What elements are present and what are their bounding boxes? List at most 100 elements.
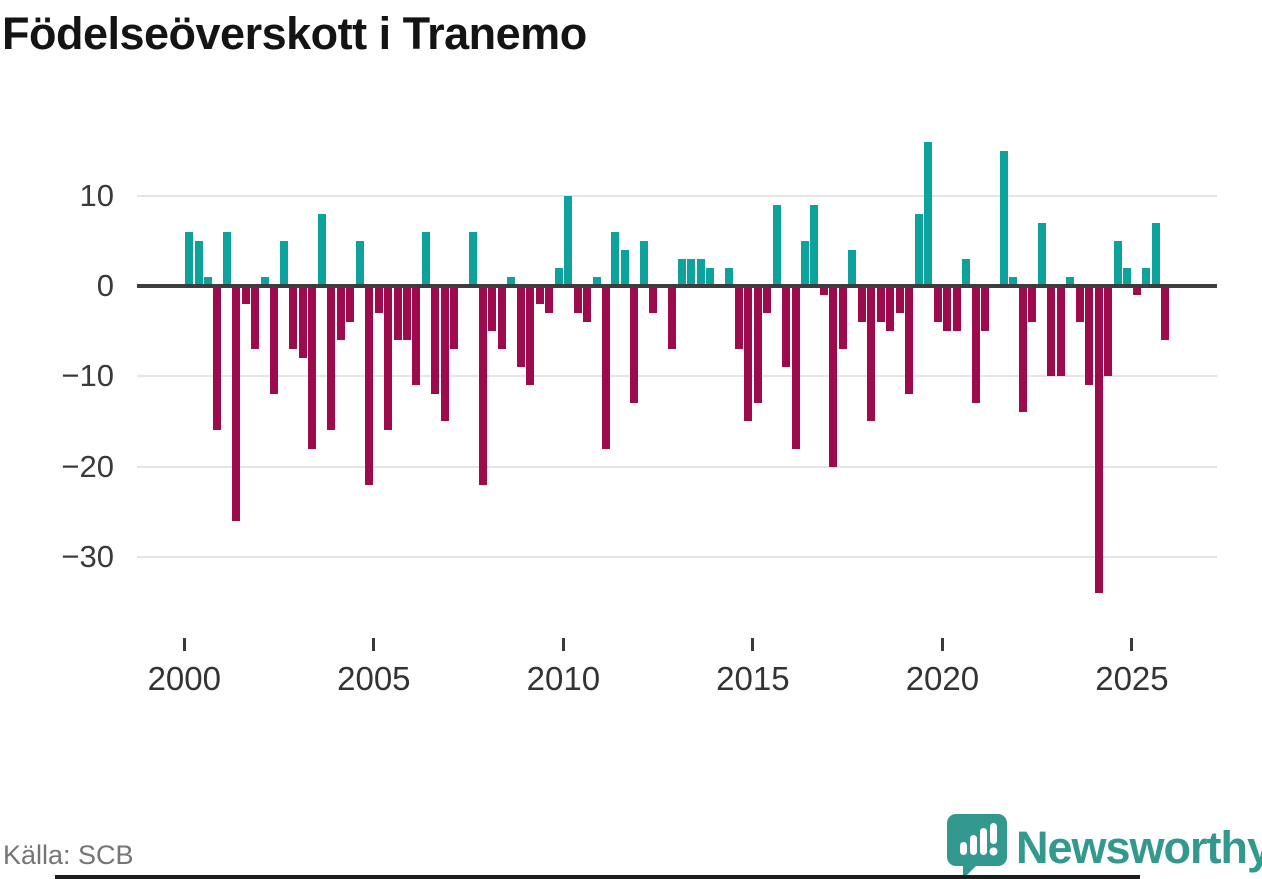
- bar-2020Q1: [943, 286, 952, 332]
- bar-2018Q1: [867, 286, 876, 422]
- bar-2020Q3: [962, 258, 971, 286]
- bar-2002Q4: [289, 286, 298, 350]
- bar-2008Q3: [507, 276, 516, 286]
- newsworthy-logo: Newsworthy: [946, 813, 1262, 879]
- bar-2007Q3: [469, 231, 478, 286]
- bar-2005Q1: [374, 286, 383, 314]
- bar-2019Q1: [905, 286, 914, 395]
- bar-2009Q3: [545, 286, 554, 314]
- bar-2001Q2: [232, 286, 241, 521]
- bar-2010Q4: [592, 276, 601, 286]
- gridline--20: [137, 465, 1217, 468]
- x-axis-label-2010: 2010: [526, 660, 601, 697]
- y-axis-label--10: −10: [61, 358, 114, 394]
- bar-2009Q2: [535, 286, 544, 305]
- bar-2011Q3: [620, 249, 629, 286]
- bar-2025Q2: [1142, 267, 1151, 286]
- x-axis-label-2005: 2005: [337, 660, 411, 697]
- bar-2003Q2: [308, 286, 317, 449]
- bar-2010Q3: [583, 286, 592, 323]
- bar-2009Q4: [554, 267, 563, 286]
- bar-2020Q2: [952, 286, 961, 332]
- bar-2003Q3: [317, 213, 326, 286]
- bar-2000Q3: [203, 276, 212, 286]
- bar-2006Q4: [440, 286, 449, 422]
- bar-2015Q3: [772, 204, 781, 286]
- bar-2006Q2: [421, 231, 430, 286]
- bar-2018Q3: [886, 286, 895, 332]
- y-axis-label-0: 0: [96, 268, 114, 303]
- bar-2021Q3: [1000, 150, 1009, 286]
- bar-2005Q2: [384, 286, 393, 431]
- bar-2016Q3: [810, 204, 819, 286]
- bar-2018Q4: [895, 286, 904, 314]
- bar-2023Q1: [1056, 286, 1065, 377]
- x-axis-tick-2015: [751, 638, 755, 651]
- newsworthy-wordmark: Newsworthy: [1016, 822, 1262, 873]
- bar-2004Q3: [355, 240, 364, 286]
- bar-2016Q4: [819, 286, 828, 296]
- bar-2014Q4: [744, 286, 753, 422]
- bar-2019Q3: [924, 141, 933, 286]
- plot-area: 10 0 −10 −20 −30 2000 2005 2010 2015 2020 2025: [61, 141, 1217, 697]
- bar-2011Q4: [630, 286, 639, 404]
- bar-2019Q2: [914, 213, 923, 286]
- bar-2015Q4: [782, 286, 791, 368]
- x-axis-tick-2010: [561, 638, 565, 651]
- bar-2013Q4: [706, 267, 715, 286]
- x-axis-label-2015: 2015: [716, 660, 790, 697]
- bar-2001Q1: [222, 231, 231, 286]
- bar-2007Q1: [450, 286, 459, 350]
- bar-2024Q4: [1123, 267, 1132, 286]
- bar-2012Q4: [668, 286, 677, 350]
- bar-2000Q1: [185, 231, 194, 286]
- bar-2013Q2: [687, 258, 696, 286]
- bar-2013Q3: [696, 258, 705, 286]
- bar-2005Q4: [402, 286, 411, 341]
- x-axis-tick-2020: [940, 638, 944, 651]
- bar-2021Q1: [981, 286, 990, 332]
- bar-2004Q4: [365, 286, 374, 485]
- bar-2020Q4: [971, 286, 980, 404]
- bar-2002Q1: [260, 276, 269, 286]
- x-axis-zero-line: [137, 284, 1217, 288]
- bar-2013Q1: [677, 258, 686, 286]
- bar-2006Q1: [412, 286, 421, 386]
- bar-2003Q1: [298, 286, 307, 359]
- bar-2001Q3: [241, 286, 250, 305]
- y-axis-label-10: 10: [79, 177, 114, 213]
- bar-2001Q4: [251, 286, 260, 350]
- bar-2008Q4: [516, 286, 525, 368]
- bar-2004Q1: [336, 286, 345, 341]
- bar-2015Q2: [763, 286, 772, 314]
- bar-2005Q3: [393, 286, 402, 341]
- bar-2003Q4: [327, 286, 336, 431]
- bar-2025Q1: [1132, 286, 1141, 296]
- y-axis-label--20: −20: [61, 448, 114, 484]
- bar-2024Q1: [1094, 286, 1103, 594]
- bar-2017Q4: [857, 286, 866, 323]
- bar-2012Q2: [649, 286, 658, 314]
- bar-2019Q4: [933, 286, 942, 323]
- bar-2023Q3: [1075, 286, 1084, 323]
- gridline--30: [137, 555, 1217, 558]
- x-axis-label-2000: 2000: [147, 660, 221, 697]
- x-axis-label-2025: 2025: [1095, 660, 1169, 697]
- bar-2024Q2: [1104, 286, 1113, 377]
- x-axis-tick-2005: [372, 638, 376, 651]
- bar-2025Q3: [1151, 222, 1160, 286]
- bar-2022Q3: [1037, 222, 1046, 286]
- gridline-10: [137, 194, 1217, 197]
- x-axis-label-2020: 2020: [905, 660, 980, 697]
- bar-2009Q1: [526, 286, 535, 386]
- bar-2000Q4: [213, 286, 222, 431]
- newsworthy-logo-icon: [946, 813, 1010, 879]
- bar-2022Q2: [1028, 286, 1037, 323]
- bar-2006Q3: [431, 286, 440, 395]
- y-axis-label--30: −30: [61, 538, 114, 574]
- bar-2002Q2: [270, 286, 279, 395]
- bar-2017Q1: [829, 286, 838, 467]
- bar-2000Q2: [194, 240, 203, 286]
- bar-2025Q4: [1161, 286, 1170, 341]
